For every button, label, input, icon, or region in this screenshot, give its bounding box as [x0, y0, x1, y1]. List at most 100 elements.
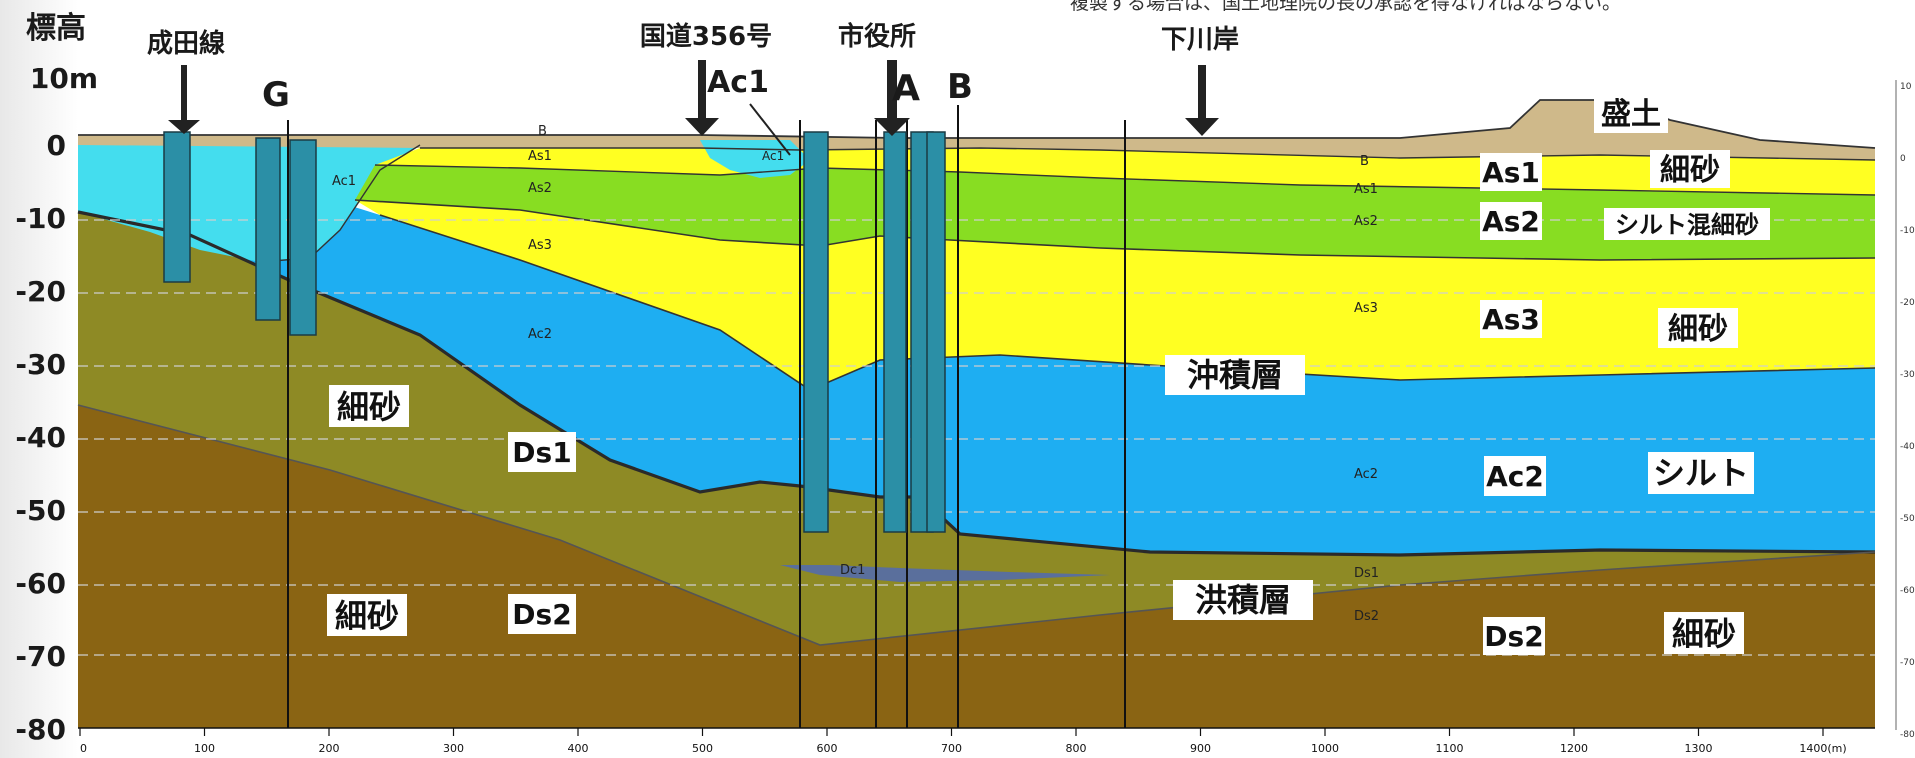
right-tick-label: -50 — [1900, 514, 1915, 524]
label-ds2-right: Ds2 — [1484, 620, 1543, 653]
label-silt: シルト — [1653, 454, 1749, 492]
borehole-7 — [926, 131, 946, 533]
arrow-shimokawagishi — [1185, 65, 1219, 136]
small-label-ds2-right: Ds2 — [1354, 609, 1379, 624]
label-as2: As2 — [1482, 205, 1540, 238]
right-tick-label: -60 — [1900, 586, 1915, 596]
small-label-b: B — [538, 124, 547, 139]
small-label-as3: As3 — [528, 238, 552, 253]
layer-ds1 — [78, 212, 1875, 645]
right-tick-label: 0 — [1900, 154, 1906, 164]
label-kouseki: 洪積層 — [1195, 581, 1291, 619]
arrow-narita — [168, 65, 200, 134]
borehole-3 — [289, 139, 317, 336]
landmark-cityhall: 市役所 — [838, 21, 916, 52]
x-tick-label: 200 — [319, 742, 340, 755]
landmark-route356: 国道356号 — [640, 21, 772, 52]
label-saisuna-as1: 細砂 — [1660, 153, 1720, 188]
label-as1: As1 — [1482, 156, 1540, 189]
layer-dc1-lens — [780, 565, 1110, 582]
x-tick-label: 700 — [941, 742, 962, 755]
small-label-b-right: B — [1360, 154, 1369, 169]
x-axis: 0 100 200 300 400 500 600 700 800 900 1000 1100 1200… — [78, 727, 1875, 755]
x-tick-label: 600 — [817, 742, 838, 755]
x-tick-label: 900 — [1190, 742, 1211, 755]
x-tick-label: 100 — [194, 742, 215, 755]
y-axis-title: 標高 — [26, 11, 86, 46]
label-ds2-left: Ds2 — [512, 598, 571, 631]
ground-surface-line — [78, 99, 1876, 149]
right-tick-label: 10 — [1900, 82, 1912, 92]
small-label-dc1: Dc1 — [840, 563, 865, 578]
y-tick-label: -70 — [15, 640, 66, 673]
boreholes — [163, 131, 946, 533]
y-tick-label: -50 — [15, 494, 66, 527]
big-layer-labels: 盛土 As1 細砂 As2 シルト混細砂 As3 細砂 沖積層 Ac2 シルト … — [327, 95, 1770, 655]
x-tick-label: 300 — [443, 742, 464, 755]
small-label-ac1: Ac1 — [332, 174, 356, 189]
right-tick-label: -40 — [1900, 442, 1915, 452]
right-tick-label: -30 — [1900, 370, 1915, 380]
y-tick-label: 0 — [47, 129, 66, 162]
label-saisuna-right: 細砂 — [1672, 615, 1736, 653]
label-as3: As3 — [1482, 303, 1540, 336]
boundary-lines — [77, 99, 1876, 646]
right-tick-labels: 10 0 -10 -20 -30 -40 -50 -60 -70 -80 — [1900, 82, 1915, 740]
label-chuseki: 沖積層 — [1187, 356, 1283, 394]
small-label-as2: As2 — [528, 181, 552, 196]
small-label-as3-right: As3 — [1354, 301, 1378, 316]
label-saisuna-as3: 細砂 — [1668, 312, 1728, 347]
borehole-4 — [803, 131, 829, 533]
small-label-as1-right: As1 — [1354, 182, 1378, 197]
x-tick-label: 1000 — [1311, 742, 1339, 755]
right-tick-label: -70 — [1900, 658, 1915, 668]
y-tick-label: -30 — [15, 348, 66, 381]
label-ds1: Ds1 — [512, 436, 571, 469]
borehole-5 — [883, 131, 907, 533]
small-label-as2-right: As2 — [1354, 214, 1378, 229]
small-label-ac1-dip: Ac1 — [762, 149, 784, 163]
small-label-ds1-right: Ds1 — [1354, 566, 1379, 581]
small-label-as1: As1 — [528, 149, 552, 164]
right-scale: 10 0 -10 -20 -30 -40 -50 -60 -70 -80 — [1895, 80, 1915, 740]
y-tick-label: -80 — [15, 713, 66, 746]
borehole-2 — [255, 137, 281, 321]
y-axis-unit: 10m — [30, 62, 98, 95]
x-tick-label: 400 — [568, 742, 589, 755]
callout-ac1: Ac1 — [707, 65, 769, 100]
notice-backdrop — [1060, 0, 1850, 18]
y-axis: 標高 10m 0 -10 -20 -30 -40 -50 -60 -70 -80 — [15, 11, 98, 746]
small-label-ac2: Ac2 — [528, 327, 552, 342]
right-tick-label: -20 — [1900, 298, 1915, 308]
layer-ds2 — [78, 405, 1875, 728]
left-frame — [0, 0, 78, 758]
label-saisuna-ds2-left: 細砂 — [335, 597, 399, 635]
section-label-b: B — [947, 67, 973, 107]
x-tick-label: 1400(m) — [1799, 742, 1846, 755]
base-of-alluvium-line — [77, 210, 1876, 557]
landmark-shimokawagishi: 下川岸 — [1161, 25, 1239, 55]
small-stratum-labels: B As1 As2 As3 Ac1 Ac2 Ac1 B As1 As2 As3 … — [332, 124, 1379, 624]
y-tick-label: -10 — [15, 202, 66, 235]
copyright-notice: 複製する場合は、国土地理院の長の承認を得なければならない。 — [1070, 0, 1621, 14]
section-lines — [287, 105, 1126, 728]
right-tick-label: -80 — [1900, 730, 1915, 740]
x-tick-label: 800 — [1066, 742, 1087, 755]
y-tick-label: -60 — [15, 567, 66, 600]
y-tick-labels: 0 -10 -20 -30 -40 -50 -60 -70 -80 — [15, 129, 66, 746]
small-label-ac2-right: Ac2 — [1354, 467, 1378, 482]
x-tick-label: 1100 — [1436, 742, 1464, 755]
label-saisuna-ds1-left: 細砂 — [337, 388, 401, 426]
landmarks: 成田線 国道356号 市役所 下川岸 Ac1 G A B — [147, 21, 1239, 156]
label-morido: 盛土 — [1601, 97, 1661, 132]
x-tick-label: 500 — [692, 742, 713, 755]
section-label-g: G — [262, 75, 290, 115]
y-tick-label: -40 — [15, 421, 66, 454]
x-tick-label: 0 — [80, 742, 87, 755]
label-ac2: Ac2 — [1486, 460, 1544, 493]
section-label-a: A — [892, 68, 920, 109]
y-tick-label: -20 — [15, 275, 66, 308]
x-tick-label: 1200 — [1560, 742, 1588, 755]
layer-fill-b — [78, 100, 1875, 160]
